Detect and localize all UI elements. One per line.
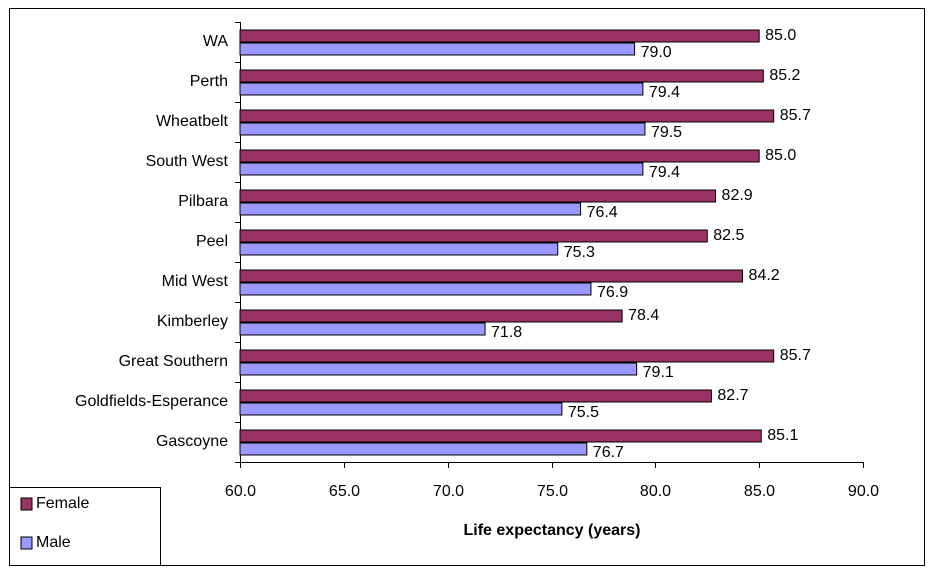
legend-swatch — [20, 497, 33, 511]
y-tick-label: South West — [146, 153, 229, 170]
value-label: 76.7 — [593, 444, 624, 461]
bar — [239, 362, 638, 376]
y-tick-label: Wheatbelt — [156, 113, 229, 130]
x-tick-label: 75.0 — [537, 483, 568, 500]
y-tick-label: Pilbara — [178, 193, 228, 210]
bar — [239, 29, 760, 43]
x-tick-label: 65.0 — [329, 483, 360, 500]
value-label: 85.0 — [765, 27, 796, 44]
bar — [239, 202, 582, 216]
value-label: 76.9 — [597, 284, 628, 301]
bar — [239, 389, 712, 403]
bar — [239, 42, 636, 56]
y-tick-label: WA — [203, 33, 229, 50]
value-label: 85.1 — [767, 427, 798, 444]
bar — [239, 429, 762, 443]
value-label: 85.2 — [769, 67, 800, 84]
x-tick-label: 85.0 — [744, 483, 775, 500]
legend-label: Female — [36, 495, 89, 512]
legend-swatch — [20, 536, 33, 550]
bar — [239, 282, 592, 296]
value-label: 78.4 — [628, 307, 659, 324]
x-tick-label: 70.0 — [433, 483, 464, 500]
bar — [239, 322, 486, 336]
y-tick-label: Kimberley — [157, 313, 228, 330]
y-tick-label: Goldfields-Esperance — [75, 393, 228, 410]
x-axis-label: Life expectancy (years) — [464, 522, 641, 539]
value-label: 75.5 — [568, 404, 599, 421]
bar — [239, 242, 559, 256]
value-label: 82.9 — [722, 187, 753, 204]
y-tick-label: Mid West — [162, 273, 229, 290]
bar — [239, 269, 744, 283]
value-label: 75.3 — [564, 244, 595, 261]
value-label: 76.4 — [587, 204, 618, 221]
legend-label: Male — [36, 534, 71, 551]
value-label: 85.0 — [765, 147, 796, 164]
value-label: 79.4 — [649, 84, 680, 101]
y-tick-label: Great Southern — [119, 353, 228, 370]
value-label: 79.0 — [641, 44, 672, 61]
bar — [239, 189, 717, 203]
value-label: 85.7 — [780, 347, 811, 364]
bar — [239, 309, 623, 323]
bar — [239, 162, 644, 176]
y-tick-label: Peel — [196, 233, 228, 250]
bar — [239, 122, 646, 136]
x-tick-label: 80.0 — [640, 483, 671, 500]
chart-border — [9, 8, 925, 566]
bar — [239, 229, 708, 243]
bar — [239, 69, 764, 83]
bar — [239, 149, 760, 163]
value-label: 82.5 — [713, 227, 744, 244]
y-tick-label: Perth — [190, 73, 228, 90]
bar — [239, 442, 588, 456]
value-label: 79.5 — [651, 124, 682, 141]
value-label: 82.7 — [717, 387, 748, 404]
bar — [239, 82, 644, 96]
value-label: 79.4 — [649, 164, 680, 181]
bar — [239, 109, 775, 123]
x-tick-label: 60.0 — [225, 483, 256, 500]
legend-box — [9, 487, 161, 566]
bar — [239, 402, 563, 416]
value-label: 85.7 — [780, 107, 811, 124]
bar — [239, 349, 775, 363]
y-tick-label: Gascoyne — [156, 433, 228, 450]
value-label: 84.2 — [749, 267, 780, 284]
value-label: 71.8 — [491, 324, 522, 341]
value-label: 79.1 — [643, 364, 674, 381]
x-tick-label: 90.0 — [848, 483, 879, 500]
